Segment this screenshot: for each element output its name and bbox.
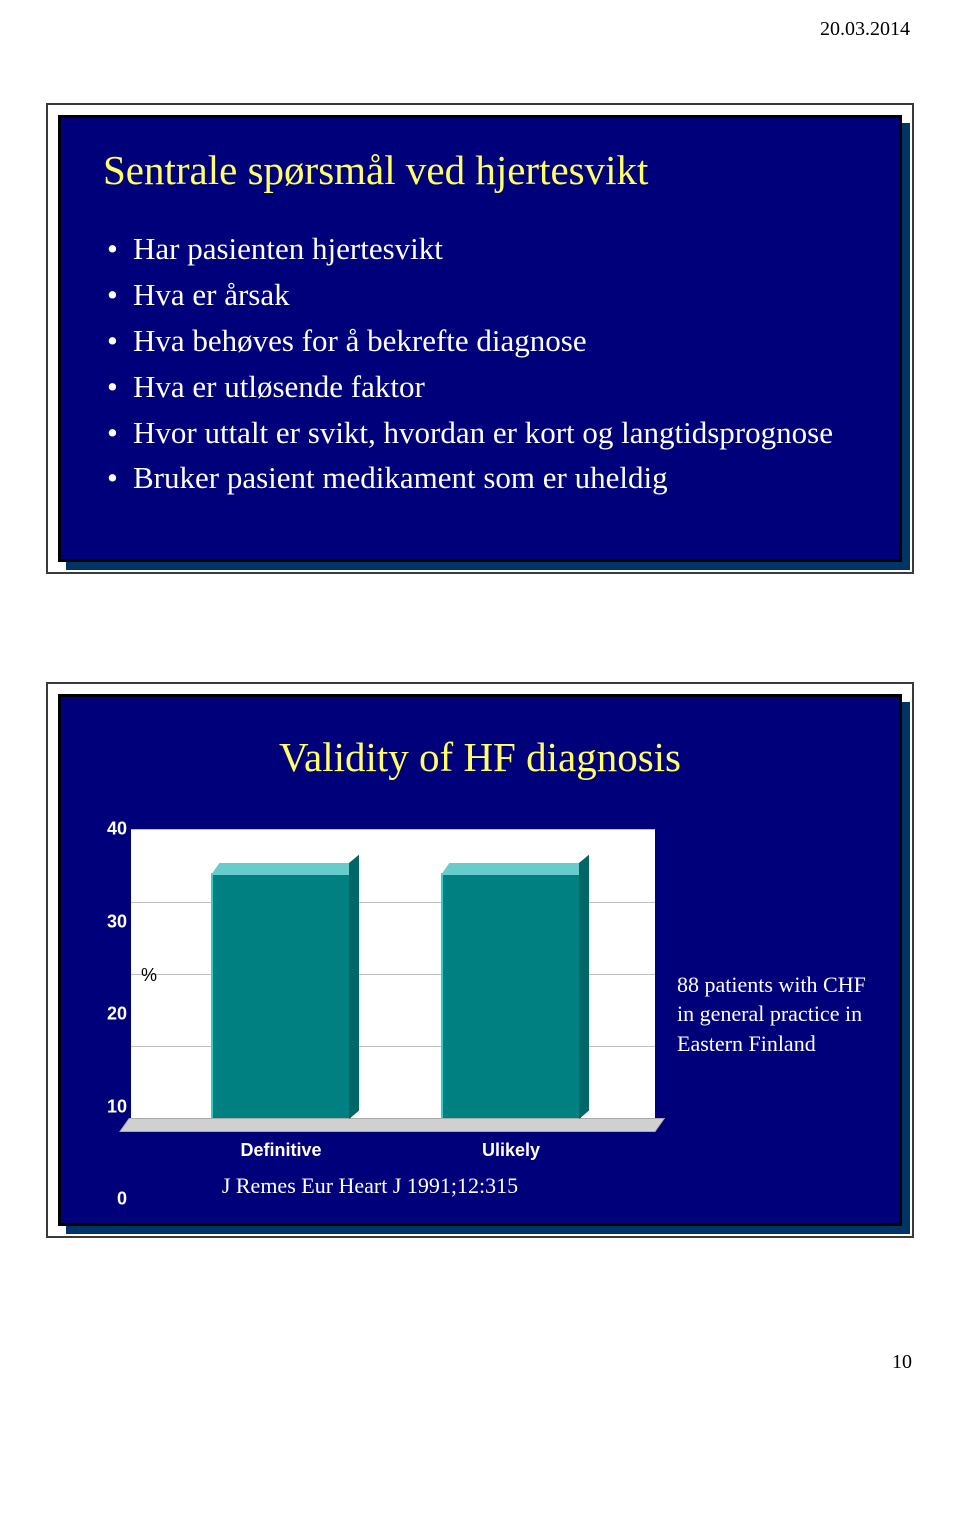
ytick: 10 <box>101 1096 127 1117</box>
chart-citation: J Remes Eur Heart J 1991;12:315 <box>85 1173 655 1199</box>
slide1-list: Har pasienten hjertesvikt Hva er årsak H… <box>103 226 871 501</box>
bullet-item: Hvor uttalt er svikt, hvordan er kort og… <box>103 410 871 456</box>
bullet-item: Hva behøves for å bekrefte diagnose <box>103 318 871 364</box>
ytick: 0 <box>101 1189 127 1210</box>
header-date: 20.03.2014 <box>46 18 914 41</box>
y-axis-label: % <box>141 965 157 986</box>
slide-inner: Validity of HF diagnosis 40 30 20 10 0 <box>58 694 902 1226</box>
slide-questions: Sentrale spørsmål ved hjertesvikt Har pa… <box>46 103 914 574</box>
slide2-title: Validity of HF diagnosis <box>85 733 875 781</box>
bullet-item: Hva er utløsende faktor <box>103 364 871 410</box>
page-number: 10 <box>892 1351 912 1374</box>
plot-area: % Definitive Ulikely <box>131 829 655 1119</box>
xtick: Ulikely <box>482 1140 540 1161</box>
slide1-title: Sentrale spørsmål ved hjertesvikt <box>103 146 871 194</box>
ytick: 40 <box>101 819 127 840</box>
bar-chart: 40 30 20 10 0 % <box>85 829 655 1199</box>
ytick: 30 <box>101 911 127 932</box>
bar-unlikely <box>441 873 581 1119</box>
bar-definitive <box>211 873 351 1119</box>
bullet-item: Har pasienten hjertesvikt <box>103 226 871 272</box>
chart-sidenote: 88 patients with CHF in general practice… <box>677 970 875 1059</box>
bullet-item: Hva er årsak <box>103 272 871 318</box>
slide-validity: Validity of HF diagnosis 40 30 20 10 0 <box>46 682 914 1238</box>
xtick: Definitive <box>240 1140 321 1161</box>
chart-floor <box>119 1118 665 1132</box>
bullet-item: Bruker pasient medikament som er uheldig <box>103 455 871 501</box>
ytick: 20 <box>101 1004 127 1025</box>
gridline <box>131 829 655 830</box>
slide-inner: Sentrale spørsmål ved hjertesvikt Har pa… <box>58 115 902 562</box>
